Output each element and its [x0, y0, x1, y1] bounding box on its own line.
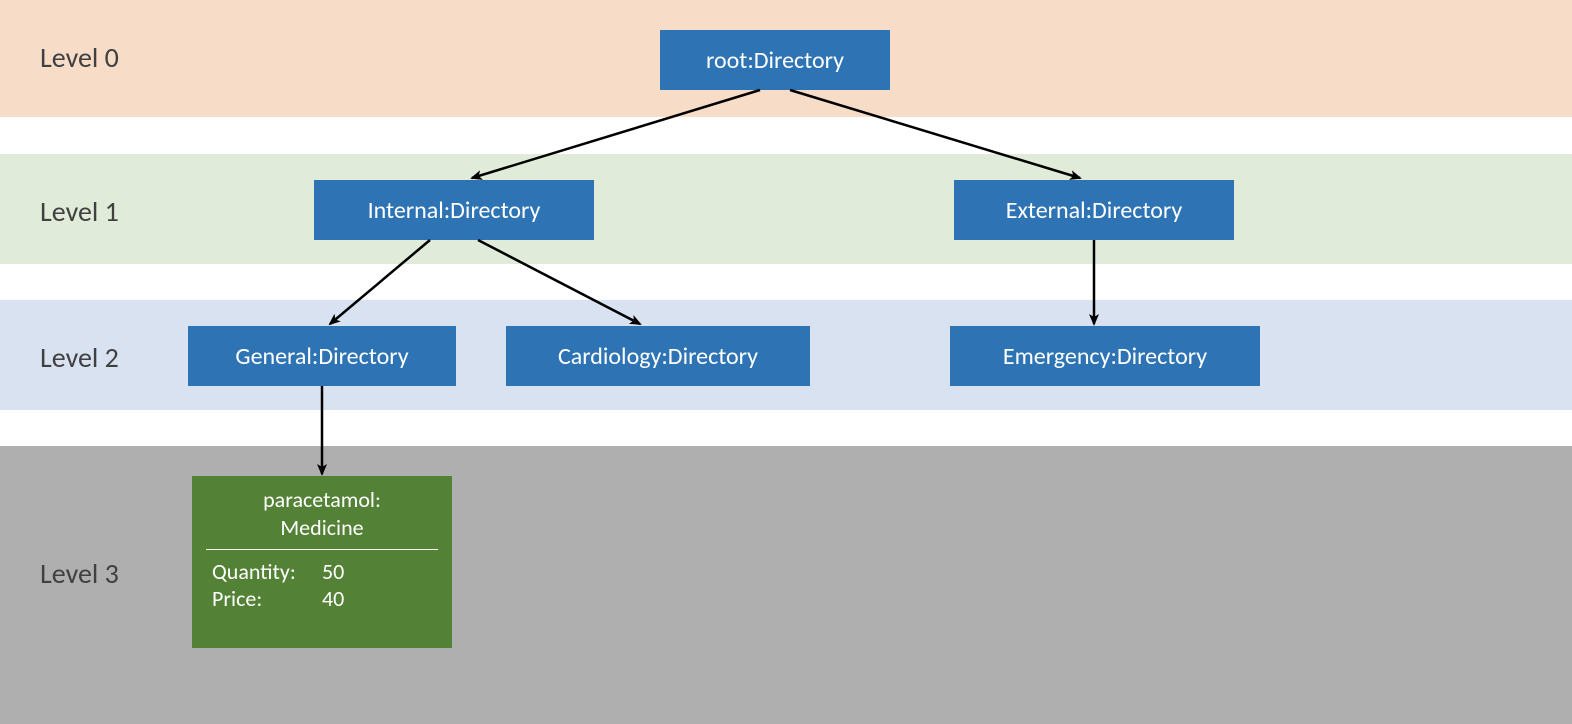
level-label-1: Level 1 [40, 194, 119, 229]
node-cardiology: Cardiology:Directory [506, 326, 810, 386]
level-label-3: Level 3 [40, 556, 119, 591]
level-band-1 [0, 154, 1572, 264]
medicine-title-line2: Medicine [280, 514, 363, 541]
level-label-2: Level 2 [40, 340, 119, 375]
attr-key-price: Price: [212, 585, 322, 612]
attr-val-quantity: 50 [322, 558, 344, 585]
attr-val-price: 40 [322, 585, 344, 612]
level-label-0: Level 0 [40, 40, 119, 75]
node-root: root:Directory [660, 30, 890, 90]
node-emergency: Emergency:Directory [950, 326, 1260, 386]
node-internal: Internal:Directory [314, 180, 594, 240]
attr-key-quantity: Quantity: [212, 558, 322, 585]
node-general: General:Directory [188, 326, 456, 386]
attr-row-quantity: Quantity: 50 [212, 558, 438, 585]
medicine-title-line1: paracetamol: [263, 486, 381, 513]
node-paracetamol: paracetamol: Medicine Quantity: 50 Price… [192, 476, 452, 648]
medicine-attrs: Quantity: 50 Price: 40 [206, 550, 438, 612]
attr-row-price: Price: 40 [212, 585, 438, 612]
medicine-title: paracetamol: Medicine [206, 486, 438, 550]
node-external: External:Directory [954, 180, 1234, 240]
